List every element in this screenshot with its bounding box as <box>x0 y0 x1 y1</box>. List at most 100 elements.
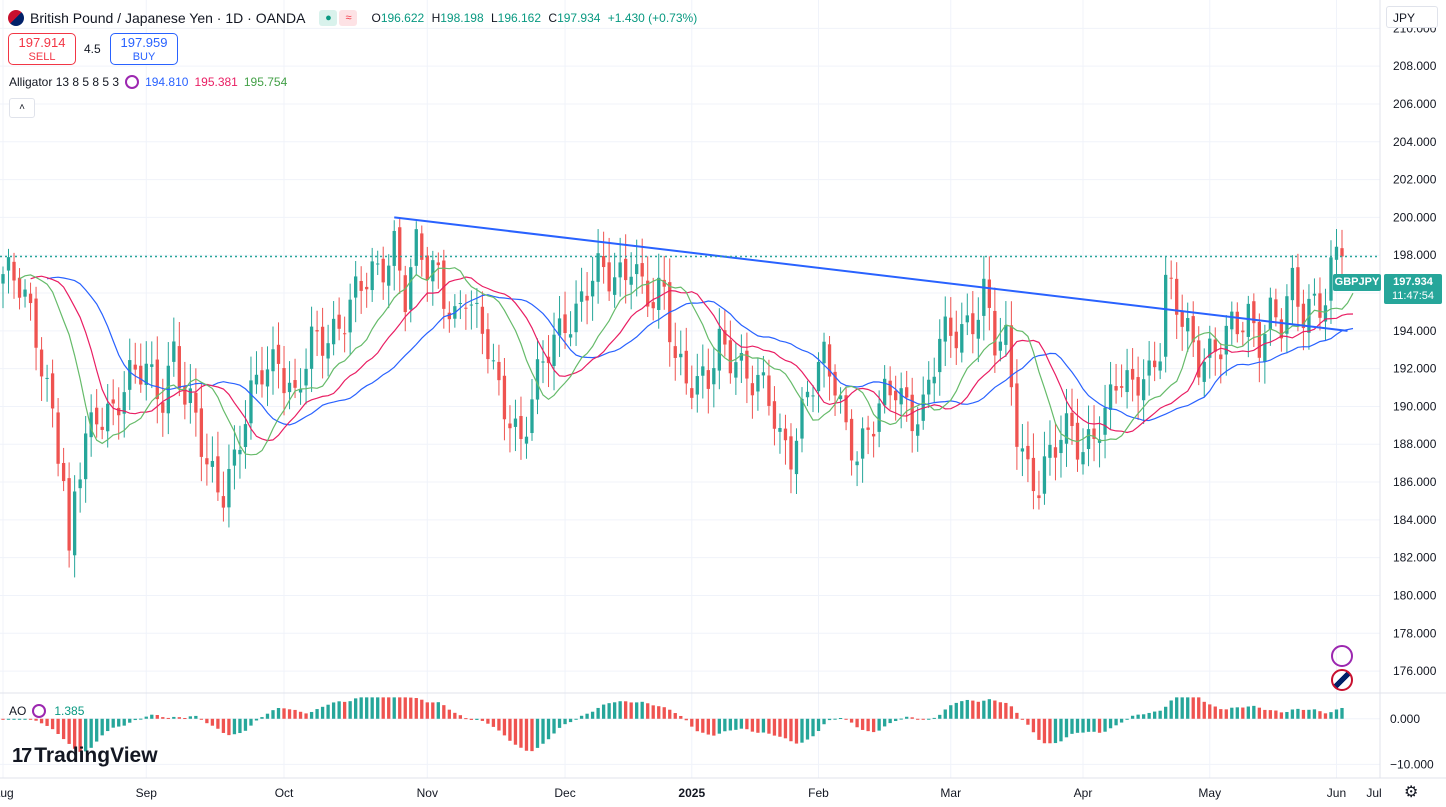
ao-visibility-icon[interactable] <box>32 704 47 718</box>
ao-bar <box>838 717 843 719</box>
y-tick-label: 178.000 <box>1393 626 1437 640</box>
ao-bar <box>717 718 721 734</box>
candle-body <box>1290 267 1295 301</box>
candle-body <box>761 372 766 376</box>
collapse-legend-button[interactable]: ˄ <box>9 98 35 118</box>
ao-bar <box>519 718 523 748</box>
ao-bar <box>453 712 457 719</box>
ao-bar <box>629 702 633 719</box>
ao-legend[interactable]: AO 1.385 <box>9 704 84 718</box>
ao-bar <box>965 699 969 719</box>
candle-body <box>1125 370 1129 393</box>
ao-bar <box>574 718 578 720</box>
market-open-icon[interactable]: ● <box>319 10 338 26</box>
candle-body <box>216 456 220 493</box>
ao-bar <box>646 703 650 719</box>
x-tick-label: Jul <box>1366 786 1381 800</box>
ao-bar <box>976 701 980 719</box>
candle-body <box>1136 377 1140 396</box>
ao-bar <box>866 718 870 732</box>
ao-bar <box>497 718 501 731</box>
candle-body <box>811 395 815 397</box>
ao-bar <box>695 718 699 732</box>
ao-bar <box>205 718 209 724</box>
ao-histogram <box>1 697 1344 752</box>
tradingview-logo-text: TradingView <box>34 744 158 767</box>
currency-selector[interactable]: JPY <box>1386 6 1438 28</box>
sell-button[interactable]: 197.914 SELL <box>8 33 76 65</box>
uk-flag-icon[interactable] <box>1331 669 1353 691</box>
candle-body <box>486 329 490 360</box>
ao-bar <box>199 718 204 720</box>
ao-bar <box>78 718 82 752</box>
candle-body <box>1224 325 1228 355</box>
ao-bar <box>1119 718 1124 723</box>
trendline[interactable] <box>394 216 1348 332</box>
candle-body <box>1114 386 1118 391</box>
ao-bar <box>458 715 463 719</box>
ao-bar <box>590 711 595 719</box>
candle-body <box>1119 386 1124 388</box>
candle-body <box>860 428 865 459</box>
candle-body <box>1108 384 1113 410</box>
x-tick-label: Apr <box>1074 786 1093 800</box>
buy-button[interactable]: 197.959 BUY <box>110 33 178 65</box>
ao-bar <box>993 700 997 719</box>
candle-body <box>849 418 854 461</box>
candle-body <box>298 388 303 393</box>
candle-body <box>530 399 534 434</box>
indicator-visibility-icon[interactable] <box>125 75 140 89</box>
candle-body <box>866 427 870 430</box>
candle-body <box>618 262 622 278</box>
ao-bar <box>679 715 683 719</box>
ao-bar <box>1004 702 1008 719</box>
candle-body <box>899 388 903 405</box>
ao-bar <box>365 697 369 719</box>
candle-body <box>750 383 755 396</box>
candle-body <box>1053 447 1058 458</box>
candle-body <box>232 449 237 466</box>
candle-body <box>1180 310 1184 327</box>
candle-body <box>646 280 650 307</box>
last-price-symbol-label: GBPJPY <box>1333 274 1381 291</box>
candle-body <box>67 478 71 551</box>
candle-body <box>1059 439 1063 454</box>
ao-bar <box>442 705 446 719</box>
candle-body <box>706 370 710 389</box>
ao-bar <box>1318 711 1322 719</box>
ao-bar <box>1164 706 1168 719</box>
ao-bar <box>1114 718 1118 726</box>
ao-bar <box>618 701 622 719</box>
ao-bar <box>1042 718 1047 744</box>
ao-bar <box>271 710 275 719</box>
ao-bar <box>706 718 710 735</box>
candle-body <box>1064 413 1069 444</box>
settings-gear-icon[interactable]: ⚙ <box>1404 784 1419 801</box>
ao-bar <box>910 717 914 719</box>
candle-body <box>89 412 93 438</box>
candle-body <box>177 346 181 389</box>
candle-body <box>276 344 281 364</box>
ao-bar <box>860 718 865 730</box>
candle-body <box>28 293 33 304</box>
symbol-title[interactable]: British Pound / Japanese Yen · 1D · OAND… <box>30 10 306 26</box>
ao-bar <box>734 718 738 730</box>
open-value: 196.622 <box>380 11 425 25</box>
ao-bar <box>227 718 231 736</box>
ao-bar <box>249 718 253 726</box>
candle-body <box>95 407 99 425</box>
compare-icon[interactable]: ≈ <box>339 10 358 26</box>
ao-bar <box>337 701 341 719</box>
ao-name: AO <box>9 704 27 718</box>
candle-body <box>381 258 385 283</box>
y-axis-labels: 176.000 178.000 180.000 182.000 184.000 186.0… <box>1393 21 1437 678</box>
candle-body <box>431 260 435 282</box>
flash-icon[interactable] <box>1331 645 1353 667</box>
alligator-legend[interactable]: Alligator 13 8 5 8 5 3 194.810 195.381 1… <box>9 75 287 89</box>
ao-bar <box>894 718 898 722</box>
candle-body <box>1285 296 1289 334</box>
ao-bar <box>1092 718 1096 732</box>
y-tick-label: 190.000 <box>1393 399 1437 413</box>
candle-body <box>524 436 529 444</box>
